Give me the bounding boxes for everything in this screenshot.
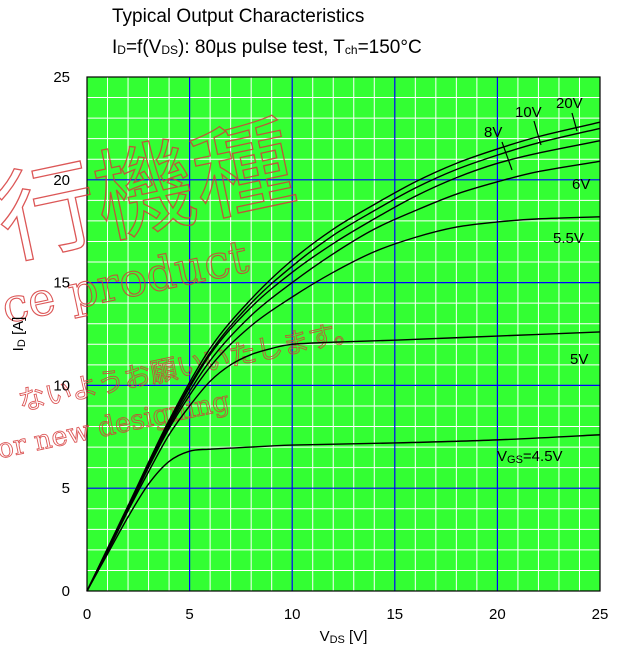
y-axis-label-sub: D <box>16 339 28 347</box>
y-axis-label: ID [A] <box>10 317 28 352</box>
y-axis-label-unit: [A] <box>10 317 27 340</box>
x-tick-label: 25 <box>592 606 609 623</box>
curve-labels: VGS=4.5V 5V 5.5V 6V 8V 10V 20V <box>484 95 590 466</box>
subtitle-pulse: ): 80µs pulse test, T <box>178 37 345 58</box>
subtitle-ch-sub: ch <box>344 43 358 57</box>
plot-area <box>87 77 600 591</box>
curves <box>86 121 601 592</box>
y-tick-label: 10 <box>53 377 70 394</box>
curve-label-10v: 10V <box>515 104 542 121</box>
plot-frame <box>86 76 601 592</box>
curve-vgs-10v <box>86 127 601 592</box>
tick-labels: 0 5 10 15 20 25 0 5 10 15 20 25 <box>53 69 608 623</box>
subtitle-temp: =150°C <box>357 37 422 58</box>
x-axis-label-main: V <box>320 628 330 645</box>
x-axis-label-unit: [V] <box>345 628 368 645</box>
y-tick-label: 25 <box>53 69 70 86</box>
x-tick-label: 15 <box>386 606 403 623</box>
label-leader-line <box>501 141 513 171</box>
curve-label-prefix: V <box>497 448 507 465</box>
curve-vgs-20v <box>86 121 601 592</box>
curve-vgs-8v <box>86 140 601 592</box>
y-tick-label: 0 <box>62 583 70 600</box>
label-leader-line <box>533 120 542 146</box>
y-axis-label-main: I <box>10 347 27 351</box>
y-tick-label: 20 <box>53 172 70 189</box>
curve-label-8v: 8V <box>484 124 502 141</box>
x-tick-label: 5 <box>185 606 193 623</box>
x-tick-label: 10 <box>284 606 301 623</box>
curve-label-4-5v: VGS=4.5V <box>497 448 563 466</box>
chart-title: Typical Output Characteristics <box>112 6 365 27</box>
label-leader-line <box>571 112 578 132</box>
curve-vgs-4-5v <box>86 434 601 592</box>
x-tick-label: 0 <box>83 606 91 623</box>
curve-label-sub: GS <box>507 454 523 466</box>
curve-label-5v: 5V <box>570 351 588 368</box>
curve-vgs-5v <box>86 331 601 592</box>
subtitle-i: I <box>112 37 118 58</box>
label-leaders <box>501 112 578 171</box>
curve-label-20v: 20V <box>556 95 583 112</box>
major-grid <box>87 77 600 591</box>
x-axis-label: VDS [V] <box>320 628 368 646</box>
subtitle-ds-sub: DS <box>161 43 178 57</box>
y-tick-label: 15 <box>53 275 70 292</box>
subtitle-d-sub: D <box>117 43 126 57</box>
y-tick-label: 5 <box>62 480 70 497</box>
curve-label-5-5v: 5.5V <box>553 230 584 247</box>
curve-label-text: =4.5V <box>523 448 563 465</box>
curve-label-6v: 6V <box>572 176 590 193</box>
chart-subtitle: ID=f(VDS): 80µs pulse test, Tch=150°C <box>112 38 422 57</box>
subtitle-f: =f(V <box>125 37 162 58</box>
x-tick-label: 20 <box>489 606 506 623</box>
x-axis-label-sub: DS <box>330 634 345 646</box>
